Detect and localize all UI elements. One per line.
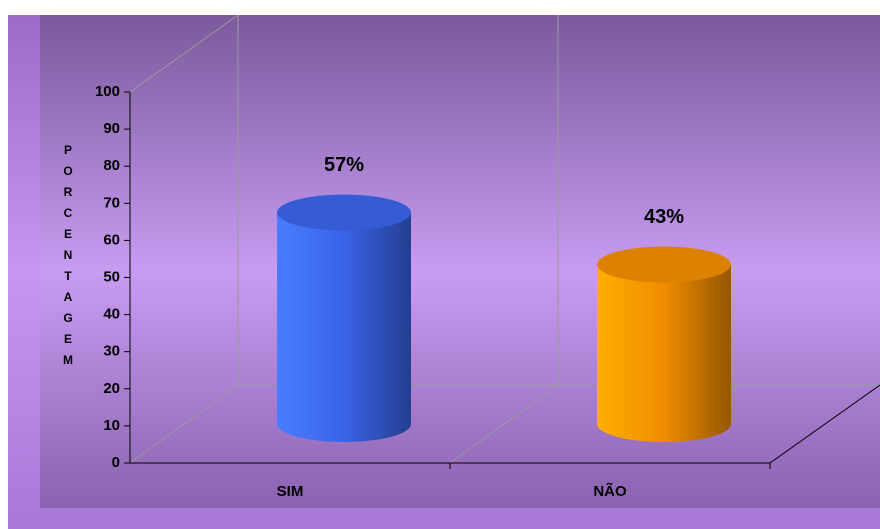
x-tick-label: SIM — [277, 483, 304, 500]
cylinder-top — [597, 246, 731, 283]
y-tick-label: 60 — [103, 231, 120, 248]
floor-right-edge — [769, 384, 880, 464]
value-label: 43% — [644, 206, 684, 228]
floor-left-edge — [129, 384, 239, 464]
y-tick-label: 100 — [95, 83, 120, 100]
y-tick-label: 30 — [103, 343, 120, 360]
value-label: 57% — [324, 154, 364, 176]
y-tick-label: 0 — [112, 454, 120, 471]
cylinder-top — [277, 194, 411, 231]
y-tick-label: 20 — [103, 380, 120, 397]
cylinder-body — [597, 264, 731, 442]
cylinder — [597, 246, 731, 442]
y-tick-label: 90 — [103, 120, 120, 137]
wall-top-edge — [129, 14, 239, 93]
y-tick-label: 40 — [103, 306, 120, 323]
cylinder-body — [277, 212, 411, 442]
y-axis-label: PORCENTAGEM — [61, 143, 75, 374]
y-tick-label: 70 — [103, 194, 120, 211]
x-tick-label: NÃO — [593, 482, 627, 500]
y-tick-label: 50 — [103, 268, 120, 285]
floor-divider — [449, 384, 559, 464]
y-tick-label: 80 — [103, 157, 120, 174]
y-tick-label: 10 — [103, 417, 120, 434]
plot-background — [40, 15, 880, 508]
cylinder — [277, 194, 411, 442]
